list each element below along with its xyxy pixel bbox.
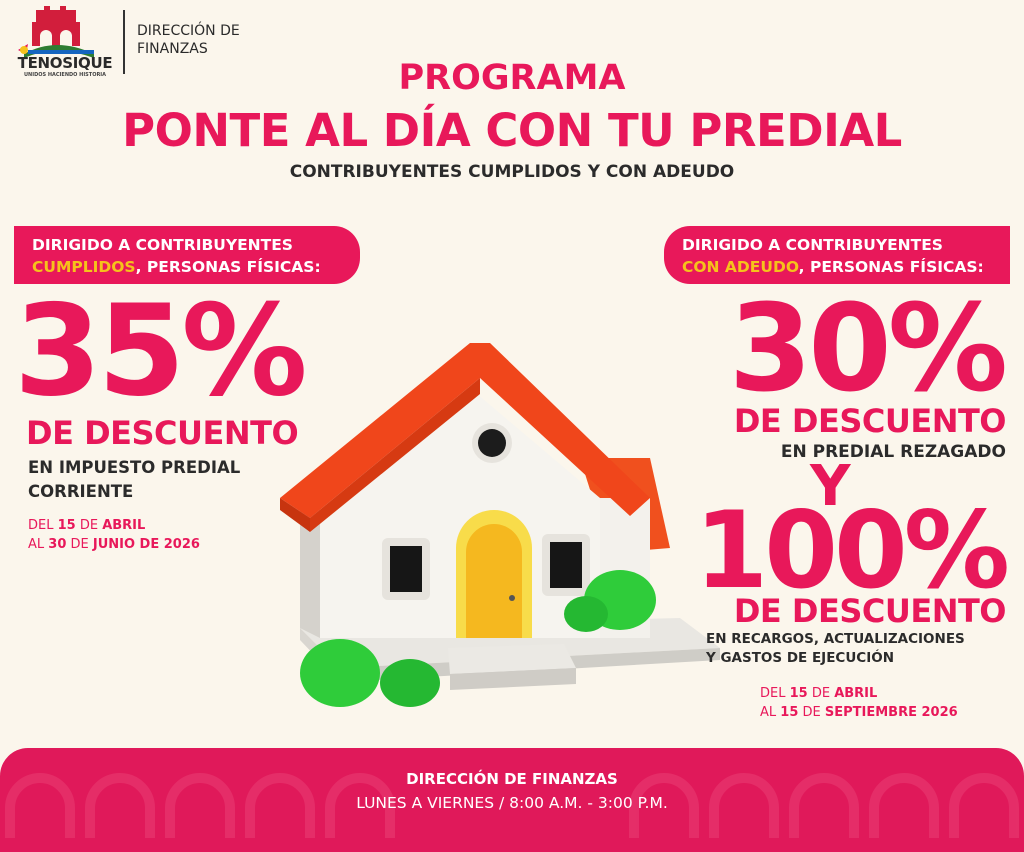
conjunction: Y	[810, 454, 851, 519]
right-date-de1: DE	[807, 686, 835, 701]
right-discount-concept-2: EN RECARGOS, ACTUALIZACIONES Y GASTOS DE…	[706, 630, 1006, 668]
header-divider	[123, 10, 125, 74]
right-date-al: AL	[760, 705, 781, 720]
right-concept2-line1: EN RECARGOS, ACTUALIZACIONES	[706, 631, 965, 647]
right-dates-line1: DEL 15 DE ABRIL	[760, 684, 958, 703]
left-date-end-day: 30	[48, 537, 67, 552]
right-banner-line1: DIRIGIDO A CONTRIBUYENTES	[682, 236, 943, 254]
left-banner-line1: DIRIGIDO A CONTRIBUYENTES	[32, 236, 293, 254]
tenosique-logo-icon	[18, 6, 94, 58]
page-title: PONTE AL DÍA CON TU PREDIAL	[122, 104, 902, 157]
department-line1: DIRECCIÓN DE	[137, 23, 240, 39]
right-date-de2: DE	[798, 705, 825, 720]
right-banner-rest: , PERSONAS FÍSICAS:	[798, 258, 984, 276]
right-discount-label-2: DE DESCUENTO	[733, 592, 1007, 630]
right-target-banner: DIRIGIDO A CONTRIBUYENTES CON ADEUDO, PE…	[664, 226, 1010, 284]
right-date-end-day: 15	[780, 705, 799, 720]
right-date-end-month-year: SEPTIEMBRE 2026	[824, 705, 958, 720]
footer-pattern-icon	[4, 773, 1019, 838]
right-concept2-line2: Y GASTOS DE EJECUCIÓN	[706, 650, 895, 666]
left-banner-highlight: CUMPLIDOS	[32, 258, 136, 276]
left-banner-rest: , PERSONAS FÍSICAS:	[135, 258, 321, 276]
left-date-start-month: ABRIL	[102, 518, 146, 533]
right-discount-concept-1: EN PREDIAL REZAGADO	[780, 442, 1006, 462]
left-date-del: DEL	[28, 518, 58, 533]
right-validity-dates: DEL 15 DE ABRIL AL 15 DE SEPTIEMBRE 2026	[760, 684, 958, 722]
footer-title: DIRECCIÓN DE FINANZAS	[406, 770, 618, 788]
left-date-end-month-year: JUNIO DE 2026	[92, 537, 200, 552]
house-illustration-icon	[280, 343, 720, 707]
left-discount-percent: 35%	[14, 277, 308, 424]
right-discount-percent-1: 30%	[728, 280, 1008, 419]
department-header: DIRECCIÓN DE FINANZAS	[137, 22, 277, 58]
footer: DIRECCIÓN DE FINANZAS LUNES A VIERNES / …	[0, 748, 1024, 852]
left-dates-line1: DEL 15 DE ABRIL	[28, 516, 200, 535]
logo-name: TENOSIQUE	[17, 54, 113, 72]
left-date-start-day: 15	[57, 518, 76, 533]
department-line2: FINANZAS	[137, 41, 208, 57]
right-banner-highlight: CON ADEUDO	[682, 258, 799, 276]
left-discount-concept: EN IMPUESTO PREDIAL CORRIENTE	[28, 456, 308, 504]
left-dates-line2: AL 30 DE JUNIO DE 2026	[28, 535, 200, 554]
left-validity-dates: DEL 15 DE ABRIL AL 30 DE JUNIO DE 2026	[28, 516, 200, 554]
right-banner-line2: CON ADEUDO, PERSONAS FÍSICAS:	[682, 256, 996, 278]
left-date-de1: DE	[75, 518, 103, 533]
program-label: PROGRAMA	[398, 58, 626, 98]
right-dates-line2: AL 15 DE SEPTIEMBRE 2026	[760, 703, 958, 722]
right-discount-percent-2: 100%	[694, 489, 1010, 612]
left-concept-line2: CORRIENTE	[28, 482, 134, 501]
left-date-al: AL	[28, 537, 49, 552]
left-discount-label: DE DESCUENTO	[26, 414, 299, 452]
logo-motto: UNIDOS HACIENDO HISTORIA	[23, 72, 107, 78]
left-concept-line1: EN IMPUESTO PREDIAL	[28, 458, 241, 477]
left-date-de2: DE	[66, 537, 93, 552]
left-target-banner: DIRIGIDO A CONTRIBUYENTES CUMPLIDOS, PER…	[14, 226, 360, 284]
right-discount-label-1: DE DESCUENTO	[733, 402, 1007, 440]
left-banner-line2: CUMPLIDOS, PERSONAS FÍSICAS:	[32, 256, 346, 278]
page-subtitle: CONTRIBUYENTES CUMPLIDOS Y CON ADEUDO	[289, 162, 735, 182]
right-date-start-day: 15	[789, 686, 808, 701]
right-date-del: DEL	[760, 686, 790, 701]
footer-hours: LUNES A VIERNES / 8:00 A.M. - 3:00 P.M.	[356, 794, 668, 812]
right-date-start-month: ABRIL	[834, 686, 878, 701]
